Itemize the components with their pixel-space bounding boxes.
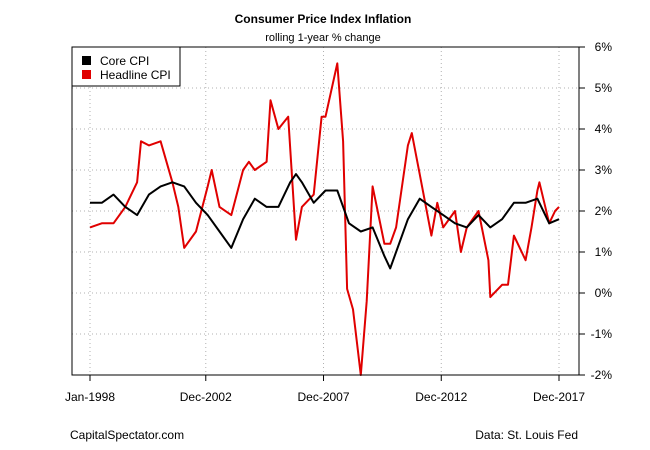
- y-tick-label: -2%: [591, 368, 613, 382]
- x-tick-label: Dec-2002: [180, 390, 232, 404]
- headline-cpi-line: [89, 62, 560, 376]
- y-tick-label: 4%: [595, 122, 613, 136]
- y-tick-label: 5%: [595, 81, 613, 95]
- x-tick-label: Dec-2007: [298, 390, 350, 404]
- x-axis: Jan-1998 Dec-2002 Dec-2007 Dec-2012 Dec-2017: [65, 375, 585, 404]
- legend-swatch-core: [82, 56, 91, 65]
- legend-swatch-headline: [82, 70, 91, 79]
- x-tick-label: Dec-2012: [415, 390, 467, 404]
- chart-title: Consumer Price Index Inflation: [235, 12, 412, 26]
- x-tick-label: Dec-2017: [533, 390, 585, 404]
- y-tick-label: 0%: [595, 286, 613, 300]
- y-tick-label: 1%: [595, 245, 613, 259]
- legend-label-core: Core CPI: [100, 54, 149, 68]
- x-tick-label: Jan-1998: [65, 390, 115, 404]
- legend-box: [71, 46, 181, 87]
- y-tick-label: -1%: [591, 327, 613, 341]
- series-lines: [89, 62, 560, 376]
- core-cpi-line: [90, 173, 560, 270]
- data-source: Data: St. Louis Fed: [475, 428, 578, 442]
- legend-label-headline: Headline CPI: [100, 68, 171, 82]
- y-tick-label: 6%: [595, 40, 613, 54]
- grid: [72, 46, 579, 376]
- y-axis: -2% -1% 0% 1% 2% 3% 4% 5% 6%: [579, 40, 612, 382]
- y-tick-label: 3%: [595, 163, 613, 177]
- legend: Core CPI Headline CPI: [71, 46, 181, 87]
- source-credit: CapitalSpectator.com: [70, 428, 185, 442]
- y-tick-label: 2%: [595, 204, 613, 218]
- chart-subtitle: rolling 1-year % change: [265, 32, 381, 44]
